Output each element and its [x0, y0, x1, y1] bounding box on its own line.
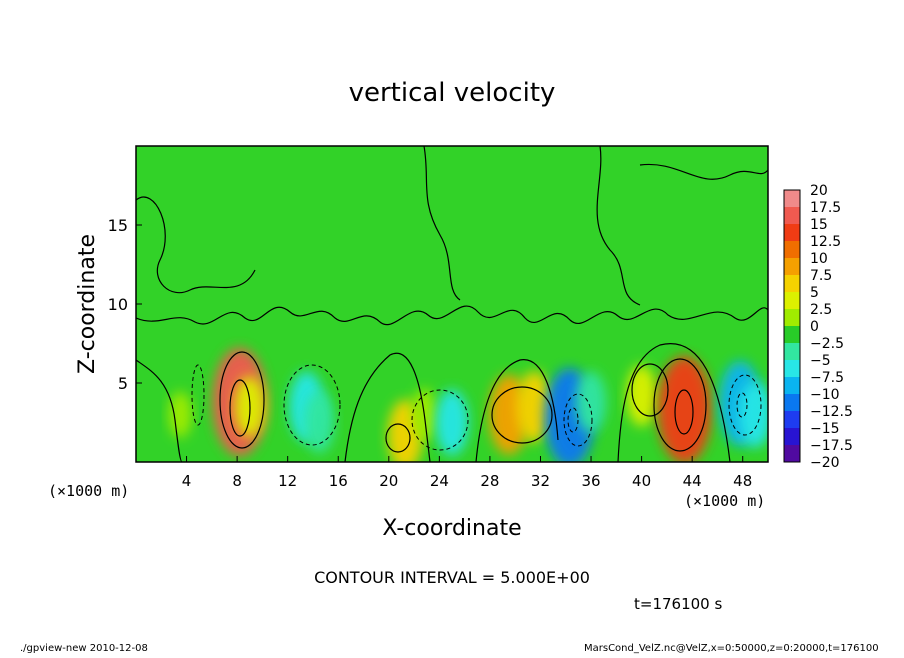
contour-updraft-44 [674, 389, 694, 435]
colorbar-swatch [784, 411, 800, 429]
colorbar-swatch [784, 190, 800, 208]
colorbar-label: −7.5 [810, 370, 844, 386]
colorbar-swatch [784, 428, 800, 446]
colorbar-label: −2.5 [810, 336, 844, 352]
contour-downdraft-25 [411, 389, 469, 451]
chart-title: vertical velocity [349, 78, 556, 108]
colorbar-label: 0 [810, 319, 819, 335]
footer-left-text: ./gpview-new 2010-12-08 [20, 643, 148, 654]
x-tick-marks: 4 8 12 16 20 24 28 32 36 40 44 48 [182, 456, 752, 490]
x-tick-label: 12 [278, 472, 297, 490]
x-unit-label: (×1000 m) [684, 492, 765, 510]
heatmap-cell [626, 365, 657, 427]
colorbar-swatch [784, 241, 800, 259]
contour-updraft-40 [631, 363, 669, 417]
heatmap-cell [575, 371, 607, 433]
colorbar-frame [783, 189, 801, 463]
contour-zero-low-4 [617, 343, 731, 462]
contour-updraft-30 [491, 386, 553, 444]
contour-zero-left [136, 196, 256, 294]
time-text: t=176100 s [634, 595, 722, 613]
colorbar-label: 2.5 [810, 302, 832, 318]
contour-interval-text: CONTOUR INTERVAL = 5.000E+00 [314, 568, 590, 587]
x-tick-label: 4 [182, 472, 192, 490]
contour-zero-topright [639, 163, 768, 180]
colorbar-label: 17.5 [810, 200, 841, 216]
x-tick-label: 40 [632, 472, 651, 490]
contour-downdraft-48-inner [736, 392, 748, 418]
colorbar-swatch [784, 207, 800, 225]
contour-downdraft-34-inner [567, 407, 579, 433]
heatmap-cell [657, 355, 712, 462]
colorbar-label: −15 [810, 421, 840, 437]
heatmap-cell [435, 389, 469, 456]
colorbar-label: 10 [810, 251, 828, 267]
x-tick-label: 16 [329, 472, 348, 490]
x-axis-label: X-coordinate [382, 516, 521, 541]
contour-zero-low-2 [344, 352, 431, 462]
x-tick-label: 32 [531, 472, 550, 490]
colorbar-label: 7.5 [810, 268, 832, 284]
colorbar: 2017.51512.5107.552.50−2.5−5−7.5−10−12.5… [783, 183, 853, 471]
heatmap-cell [168, 391, 192, 438]
colorbar-swatch [784, 343, 800, 361]
colorbar-swatch [784, 292, 800, 310]
colorbar-label: 20 [810, 183, 828, 199]
x-tick-label: 24 [430, 472, 449, 490]
colorbar-swatch [784, 309, 800, 327]
x-tick-label: 28 [480, 472, 499, 490]
colorbar-swatch [784, 258, 800, 276]
colorbar-label: −20 [810, 455, 840, 471]
y-tick-label: 15 [108, 216, 128, 235]
x-tick-label: 48 [733, 472, 752, 490]
y-unit-label: (×1000 m) [48, 482, 129, 500]
colorbar-swatch [784, 394, 800, 412]
footer-right-text: MarsCond_VelZ.nc@VelZ,x=0:50000,z=0:2000… [584, 643, 879, 654]
colorbar-label: −12.5 [810, 404, 853, 420]
contour-downdraft-13 [283, 364, 341, 446]
contour-lines [136, 146, 768, 462]
contour-downdraft-34 [563, 393, 593, 447]
contour-zero-mid [423, 146, 461, 301]
colorbar-swatch [784, 224, 800, 242]
colorbar-swatches [784, 190, 800, 463]
contour-zero-upper [136, 305, 768, 326]
heatmap-cell [303, 391, 335, 454]
colorbar-label: 5 [810, 285, 819, 301]
colorbar-swatch [784, 360, 800, 378]
contour-zero-low-1 [136, 359, 183, 462]
contour-negative [191, 364, 762, 451]
contour-updraft-8 [229, 379, 251, 437]
contour-updraft-21 [385, 423, 411, 453]
colorbar-label: 12.5 [810, 234, 841, 250]
y-tick-label: 10 [108, 295, 128, 314]
colorbar-labels: 2017.51512.5107.552.50−2.5−5−7.5−10−12.5… [810, 183, 853, 471]
y-tick-marks: 5 10 15 [108, 216, 142, 393]
contour-downdraft-4 [191, 364, 205, 426]
contour-zero-right [596, 146, 641, 306]
heatmap-cell [516, 371, 552, 443]
heatmap-cell [738, 381, 768, 448]
x-tick-label: 36 [581, 472, 600, 490]
contour-updraft-8-outer [219, 351, 265, 449]
x-tick-label: 44 [683, 472, 702, 490]
contour-updraft-44-outer [653, 358, 707, 452]
colorbar-label: −17.5 [810, 438, 853, 454]
x-tick-label: 8 [232, 472, 242, 490]
contour-downdraft-48 [728, 374, 762, 436]
heatmap-cells [168, 347, 768, 462]
colorbar-label: −10 [810, 387, 840, 403]
x-tick-label: 20 [379, 472, 398, 490]
colorbar-label: 15 [810, 217, 828, 233]
colorbar-label: −5 [810, 353, 831, 369]
colorbar-swatch [784, 326, 800, 344]
colorbar-swatch [784, 445, 800, 463]
colorbar-swatch [784, 377, 800, 395]
colorbar-swatch [784, 275, 800, 293]
y-tick-label: 5 [118, 374, 128, 393]
y-axis-label: Z-coordinate [75, 234, 100, 374]
contour-zero-low-3 [475, 359, 559, 462]
